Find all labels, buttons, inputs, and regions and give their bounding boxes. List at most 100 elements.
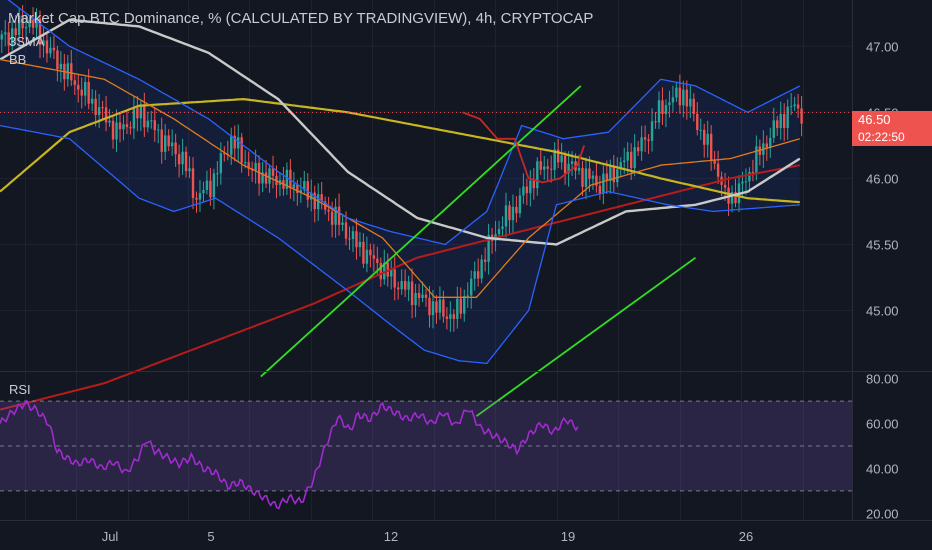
candle-body: [383, 262, 386, 280]
candle-body: [188, 168, 191, 172]
price-tick-label: 45.00: [866, 304, 899, 319]
rsi-tick-label: 20.00: [866, 506, 899, 521]
candle-body: [70, 63, 73, 81]
candle-body: [633, 147, 636, 169]
candle-body: [553, 149, 556, 170]
candle-body: [550, 168, 553, 170]
candle-body: [532, 180, 536, 189]
candle-body: [529, 180, 532, 194]
candle-body: [452, 314, 456, 319]
candle-body: [678, 87, 682, 106]
candle-body: [779, 114, 782, 129]
candle-body: [216, 173, 219, 175]
candle-body: [146, 120, 150, 128]
candle-body: [584, 168, 588, 187]
candle-body: [716, 163, 720, 177]
candle-body: [696, 113, 699, 130]
candle-body: [417, 292, 421, 299]
candle-body: [800, 108, 803, 124]
candle-body: [734, 192, 737, 204]
candle-body: [605, 173, 609, 181]
candle-body: [14, 28, 17, 36]
price-pane[interactable]: [0, 0, 852, 520]
candle-body: [755, 146, 758, 175]
candle-body: [80, 89, 83, 96]
candle-body: [525, 186, 529, 194]
candle-body: [480, 259, 483, 279]
price-tick-label: 46.00: [866, 171, 899, 186]
candle-body: [87, 81, 90, 104]
candle-body: [104, 107, 108, 123]
indicator-bb-label[interactable]: BB: [9, 52, 27, 67]
candle-body: [97, 107, 101, 115]
candle-body: [296, 184, 299, 194]
candle-body: [470, 278, 473, 296]
candle-body: [42, 40, 45, 46]
candle-body: [84, 81, 87, 96]
candle-body: [536, 161, 539, 189]
candle-body: [442, 299, 445, 317]
candle-body: [223, 153, 226, 155]
candle-body: [355, 231, 358, 248]
candle-body: [299, 190, 303, 194]
bollinger-lower: [0, 124, 800, 365]
candle-body: [501, 226, 504, 229]
rsi-line: [0, 399, 579, 510]
candle-body: [730, 192, 734, 204]
candle-body: [334, 206, 337, 225]
candle-body: [28, 19, 31, 27]
candle-body: [682, 89, 685, 106]
candle-body: [73, 80, 76, 85]
candle-body: [403, 280, 407, 290]
candle-body: [772, 120, 775, 138]
candle-body: [689, 98, 692, 107]
candle-body: [31, 19, 35, 28]
candle-body: [344, 222, 348, 239]
candle-body: [476, 271, 480, 279]
candle-body: [118, 122, 122, 130]
candle-body: [581, 167, 584, 187]
candle-body: [626, 151, 629, 161]
candle-body: [167, 135, 170, 147]
candle-body: [327, 209, 330, 212]
candle-body: [793, 104, 796, 107]
rsi-label[interactable]: RSI: [9, 382, 31, 397]
candle-body: [90, 98, 94, 104]
candle-body: [243, 162, 247, 164]
candle-body: [396, 287, 400, 290]
candle-body: [160, 129, 163, 152]
candle-body: [595, 175, 598, 186]
sma-mid-line: [0, 18, 801, 246]
projection-path: [462, 111, 586, 184]
indicator-sma-label[interactable]: 3SMA: [9, 34, 45, 49]
candle-body: [463, 296, 466, 314]
candle-body: [675, 87, 678, 98]
candle-body: [765, 143, 769, 149]
rsi-pane[interactable]: [0, 399, 852, 510]
candle-body: [17, 15, 21, 36]
candle-body: [789, 106, 793, 108]
candle-body: [132, 107, 136, 129]
candle-body: [588, 168, 591, 179]
candle-body: [303, 181, 306, 191]
candle-body: [518, 195, 522, 214]
candle-body: [664, 105, 668, 115]
candle-body: [629, 151, 633, 169]
candle-body: [376, 258, 379, 264]
candle-body: [77, 84, 80, 90]
candle-body: [198, 193, 202, 200]
time-tick-label: 26: [739, 529, 753, 544]
candle-body: [35, 18, 38, 28]
candle-body: [292, 184, 296, 189]
candle-body: [268, 168, 271, 184]
candle-body: [181, 151, 184, 165]
candle-body: [424, 294, 428, 298]
candle-body: [438, 299, 442, 313]
candle-body: [372, 255, 376, 259]
time-tick-label: Jul: [102, 529, 119, 544]
candle-body: [609, 166, 612, 181]
trendline-1: [260, 85, 582, 378]
candle-body: [598, 185, 602, 194]
candle-body: [654, 121, 657, 123]
